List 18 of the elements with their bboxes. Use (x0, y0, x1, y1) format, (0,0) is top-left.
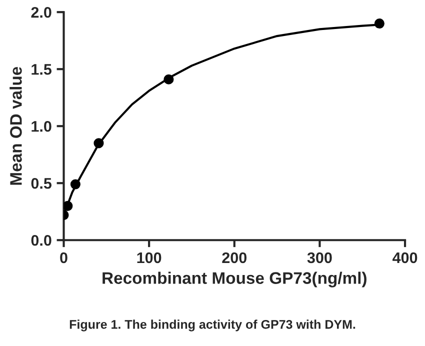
point (164, 74, 174, 84)
x-tick-label: 200 (222, 252, 247, 264)
point (64, 200, 73, 211)
y-axis-title: Mean OD value (10, 66, 22, 185)
point (94, 138, 104, 148)
x-tick-label: 100 (137, 252, 162, 264)
caption: Figure 1. The binding activity of GP73 with DYM. (70, 320, 356, 332)
y-tick-label: 2.0 (31, 6, 52, 18)
point (374, 18, 384, 29)
x-axis-title: Recombinant Mouse GP73(ng/ml) (102, 272, 366, 288)
point (70, 179, 80, 190)
x-tick-label: 300 (307, 252, 332, 264)
y-tick-label: 1.0 (32, 120, 52, 132)
y-tick-label: 1.5 (32, 64, 52, 75)
x-tick-label: 400 (392, 252, 418, 264)
y-tick-label: 0.0 (31, 234, 52, 246)
x-tick-label: 0 (60, 252, 68, 264)
y-tick-label: 0.5 (31, 178, 52, 189)
